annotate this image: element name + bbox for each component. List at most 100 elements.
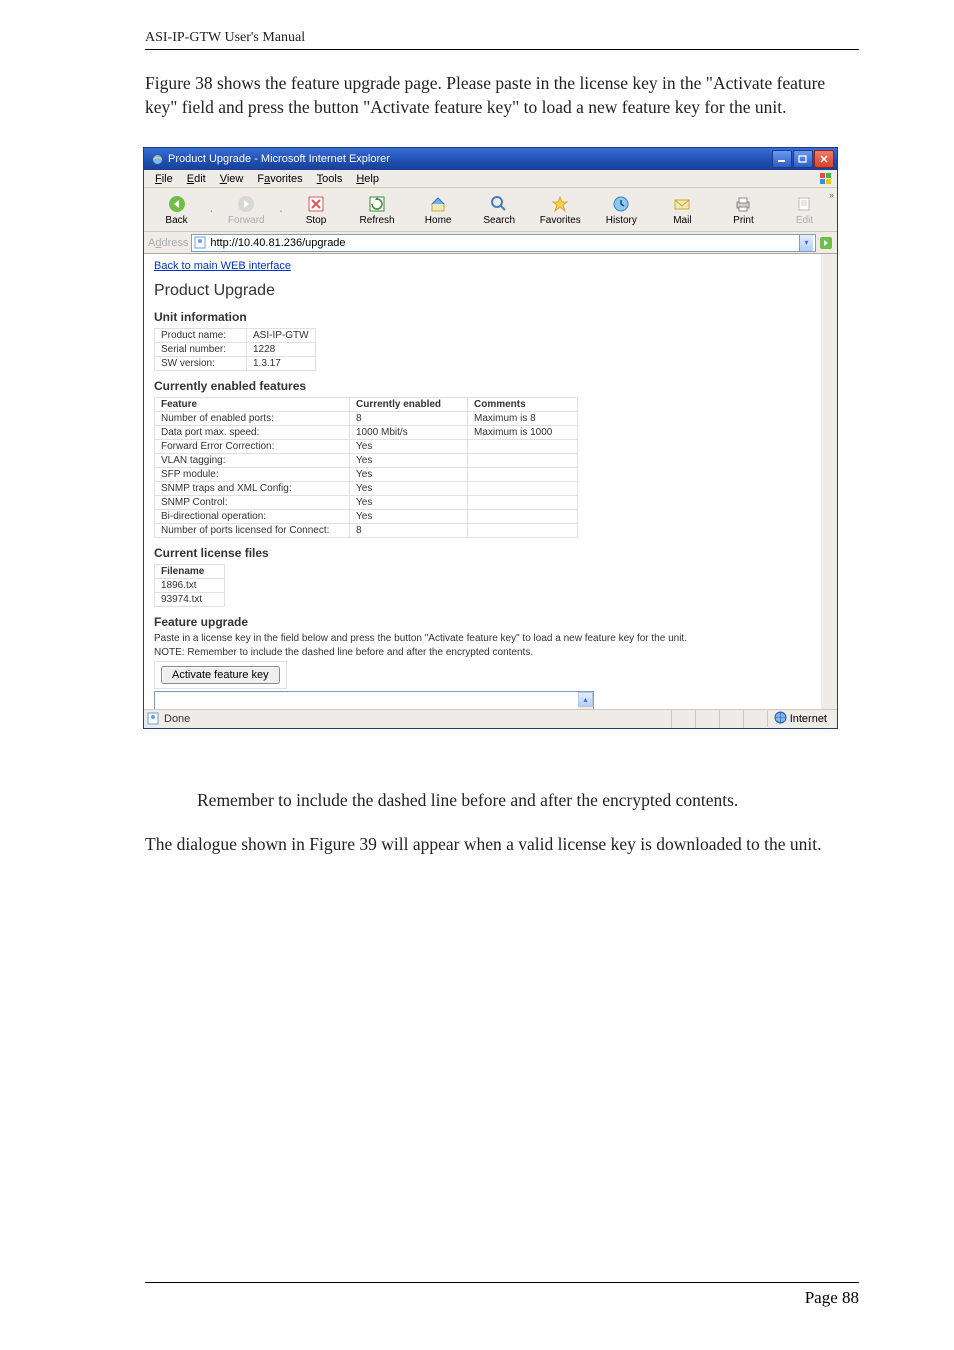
paragraph-2: The dialogue shown in Figure 39 will app… xyxy=(145,833,859,857)
unit-info-table: Product name:ASI-IP-GTW Serial number:12… xyxy=(154,328,316,371)
go-button[interactable] xyxy=(818,235,834,251)
tb-home[interactable]: Home xyxy=(408,189,469,231)
fu-note-1: Paste in a license key in the field belo… xyxy=(154,633,811,644)
done-icon xyxy=(147,712,161,726)
th-filename: Filename xyxy=(155,565,225,579)
table-row: 1896.txt xyxy=(155,579,225,593)
ie-statusbar: Done Internet xyxy=(144,709,837,728)
status-cell xyxy=(743,710,767,728)
address-dropdown-icon[interactable]: ▾ xyxy=(799,235,813,251)
cell: SNMP traps and XML Config: xyxy=(155,482,350,496)
license-key-textarea[interactable]: ▴ ▾ xyxy=(154,691,594,709)
th-enabled: Currently enabled xyxy=(350,398,468,412)
status-zone: Internet xyxy=(767,711,837,727)
menu-edit[interactable]: Edit xyxy=(180,172,213,186)
table-row: 93974.txt xyxy=(155,593,225,607)
cell: VLAN tagging: xyxy=(155,454,350,468)
cell: Yes xyxy=(350,482,468,496)
table-row: Number of ports licensed for Connect:8 xyxy=(155,524,578,538)
refresh-icon xyxy=(367,194,387,214)
ie-window: Product Upgrade - Microsoft Internet Exp… xyxy=(143,147,838,729)
cell: SFP module: xyxy=(155,468,350,482)
toolbar-overflow-icon[interactable]: » xyxy=(829,190,834,200)
ie-scrollbar[interactable]: ▴ ▾ xyxy=(821,254,837,709)
cell: 93974.txt xyxy=(155,593,225,607)
menu-help[interactable]: Help xyxy=(349,172,386,186)
status-cell xyxy=(671,710,695,728)
page-icon xyxy=(194,236,207,249)
tb-favorites[interactable]: Favorites xyxy=(530,189,591,231)
status-zone-label: Internet xyxy=(790,713,827,725)
cell-label: SW version: xyxy=(155,357,247,371)
cell-value: ASI-IP-GTW xyxy=(247,329,316,343)
cell xyxy=(468,454,578,468)
cell: Yes xyxy=(350,454,468,468)
table-row: Number of enabled ports:8Maximum is 8 xyxy=(155,412,578,426)
tb-print[interactable]: Print xyxy=(713,189,774,231)
minimize-button[interactable] xyxy=(772,150,792,168)
tb-refresh[interactable]: Refresh xyxy=(347,189,408,231)
window-buttons xyxy=(772,150,834,168)
ie-addressbar: Address http://10.40.81.236/upgrade ▾ xyxy=(144,232,837,254)
tb-refresh-label: Refresh xyxy=(360,215,395,226)
tb-search[interactable]: Search xyxy=(469,189,530,231)
unit-info-heading: Unit information xyxy=(154,310,811,324)
license-files-table: Filename 1896.txt 93974.txt xyxy=(154,564,225,607)
ie-toolbar: Back · Forward · Stop Refresh xyxy=(144,188,837,232)
ie-logo-icon xyxy=(150,152,164,166)
table-row: Product name:ASI-IP-GTW xyxy=(155,329,316,343)
scroll-down-icon[interactable]: ▾ xyxy=(821,693,837,709)
ta-scroll-up-icon[interactable]: ▴ xyxy=(578,692,593,707)
ie-flag-icon xyxy=(817,170,835,188)
tb-history-label: History xyxy=(606,215,637,226)
mail-icon xyxy=(672,194,692,214)
scroll-thumb[interactable] xyxy=(823,272,835,392)
table-header-row: Feature Currently enabled Comments xyxy=(155,398,578,412)
cell: Forward Error Correction: xyxy=(155,440,350,454)
cell: Maximum is 1000 xyxy=(468,426,578,440)
ie-titlebar: Product Upgrade - Microsoft Internet Exp… xyxy=(144,148,837,170)
cell xyxy=(468,440,578,454)
tb-history[interactable]: History xyxy=(591,189,652,231)
cell: 8 xyxy=(350,412,468,426)
features-table: Feature Currently enabled Comments Numbe… xyxy=(154,397,578,538)
menu-tools[interactable]: Tools xyxy=(310,172,350,186)
doc-header: ASI-IP-GTW User's Manual xyxy=(145,30,859,50)
menu-view[interactable]: View xyxy=(213,172,251,186)
close-button[interactable] xyxy=(814,150,834,168)
tb-mail[interactable]: Mail xyxy=(652,189,713,231)
table-row: Bi-directional operation:Yes xyxy=(155,510,578,524)
tb-mail-label: Mail xyxy=(673,215,691,226)
tb-back[interactable]: Back xyxy=(146,189,207,231)
activate-button[interactable]: Activate feature key xyxy=(161,666,280,684)
ie-menubar: File Edit View Favorites Tools Help xyxy=(144,170,837,188)
textarea-scrollbar[interactable]: ▴ ▾ xyxy=(578,692,593,709)
menu-favorites[interactable]: Favorites xyxy=(250,172,309,186)
window-title: Product Upgrade - Microsoft Internet Exp… xyxy=(168,153,772,165)
cell: Maximum is 8 xyxy=(468,412,578,426)
cell: SNMP Control: xyxy=(155,496,350,510)
scroll-up-icon[interactable]: ▴ xyxy=(821,254,837,270)
back-link[interactable]: Back to main WEB interface xyxy=(154,260,291,272)
tb-edit: Edit xyxy=(774,189,835,231)
table-header-row: Filename xyxy=(155,565,225,579)
table-row: Data port max. speed:1000 Mbit/sMaximum … xyxy=(155,426,578,440)
status-cell xyxy=(695,710,719,728)
doc-footer: Page 88 xyxy=(145,1282,859,1308)
maximize-button[interactable] xyxy=(793,150,813,168)
cell-label: Serial number: xyxy=(155,343,247,357)
stop-icon xyxy=(306,194,326,214)
note-text: Remember to include the dashed line befo… xyxy=(145,789,859,813)
fu-note-2: NOTE: Remember to include the dashed lin… xyxy=(154,647,811,658)
tb-stop[interactable]: Stop xyxy=(285,189,346,231)
table-row: Forward Error Correction:Yes xyxy=(155,440,578,454)
address-input[interactable]: http://10.40.81.236/upgrade ▾ xyxy=(191,234,816,252)
document-page: ASI-IP-GTW User's Manual Figure 38 shows… xyxy=(0,0,954,1350)
table-row: SNMP traps and XML Config:Yes xyxy=(155,482,578,496)
menu-file[interactable]: File xyxy=(148,172,180,186)
ie-content: ▴ ▾ Back to main WEB interface Product U… xyxy=(144,254,837,709)
back-icon xyxy=(167,194,187,214)
cell: Number of ports licensed for Connect: xyxy=(155,524,350,538)
cell: Yes xyxy=(350,468,468,482)
cell xyxy=(468,496,578,510)
